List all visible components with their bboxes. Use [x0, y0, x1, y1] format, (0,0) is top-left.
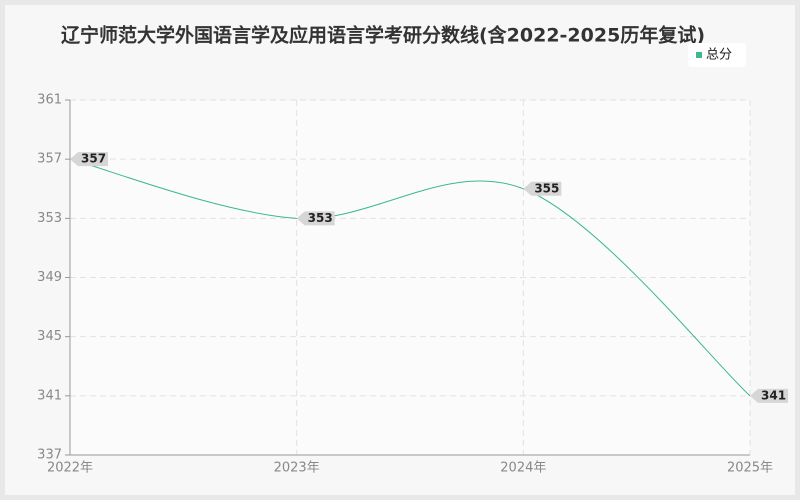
y-tick-label: 353 — [37, 211, 62, 226]
legend-swatch — [696, 52, 702, 58]
legend-label: 总分 — [706, 48, 732, 63]
value-label-tag — [296, 211, 335, 226]
value-label-tag — [70, 152, 108, 167]
value-label-tag — [523, 181, 562, 196]
series-line — [69, 158, 751, 397]
y-tick-label: 361 — [37, 93, 62, 108]
value-label: 341 — [761, 388, 786, 402]
y-tick-label: 357 — [37, 152, 62, 167]
legend-box — [688, 43, 746, 67]
y-tick-label: 341 — [37, 388, 62, 403]
value-label: 357 — [81, 152, 106, 166]
y-tick-label: 345 — [37, 329, 62, 344]
value-label-tag — [750, 388, 788, 403]
x-tick-label: 2022年 — [47, 461, 93, 476]
value-label: 355 — [534, 181, 559, 195]
value-label: 353 — [308, 211, 333, 225]
x-tick-label: 2025年 — [727, 461, 773, 476]
y-tick-label: 349 — [37, 270, 62, 285]
x-tick-label: 2024年 — [500, 461, 546, 476]
y-tick-label: 337 — [37, 448, 62, 463]
x-tick-label: 2023年 — [274, 461, 320, 476]
chart-title: 辽宁师范大学外国语言学及应用语言学考研分数线(含2022-2025历年复试) — [61, 24, 705, 47]
